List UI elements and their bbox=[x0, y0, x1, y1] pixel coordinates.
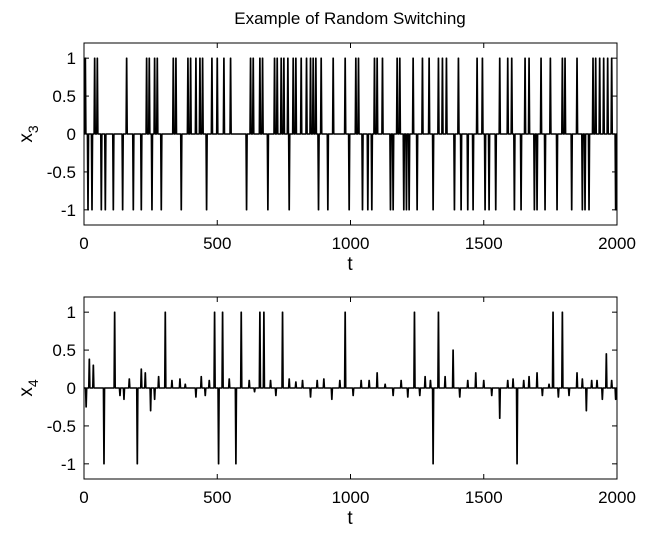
x-tick-label: 0 bbox=[79, 488, 88, 507]
y-axis-ticks-top: -1 -0.5 0 0.5 1 bbox=[47, 49, 617, 220]
y-axis-label-bottom-sub: 4 bbox=[25, 379, 41, 387]
y-tick-label: -0.5 bbox=[47, 163, 76, 182]
x-tick-label: 1000 bbox=[332, 488, 370, 507]
panel-bottom: 0 500 1000 1500 2000 -1 -0.5 0 0.5 1 t x4 bbox=[16, 296, 636, 529]
y-tick-label: 0.5 bbox=[52, 87, 76, 106]
x-tick-label: 500 bbox=[203, 234, 231, 253]
panel-top: 0 500 1000 1500 2000 -1 -0.5 0 0.5 1 t x3 bbox=[16, 42, 636, 275]
y-axis-label-top: x3 bbox=[16, 125, 41, 143]
x-axis-ticks-top: 0 500 1000 1500 2000 bbox=[79, 43, 636, 253]
x-axis-label-bottom: t bbox=[347, 508, 353, 529]
y-tick-label: 1 bbox=[67, 49, 76, 68]
y-tick-label: 0.5 bbox=[52, 341, 76, 360]
x-tick-label: 500 bbox=[203, 488, 231, 507]
x-axis-ticks-bottom: 0 500 1000 1500 2000 bbox=[79, 297, 636, 507]
y-axis-ticks-bottom: -1 -0.5 0 0.5 1 bbox=[47, 303, 617, 474]
x-tick-label: 1000 bbox=[332, 234, 370, 253]
y-axis-label-bottom: x4 bbox=[16, 379, 41, 397]
x-tick-label: 2000 bbox=[598, 234, 636, 253]
chart-title: Example of Random Switching bbox=[234, 9, 466, 28]
y-tick-label: -1 bbox=[61, 201, 76, 220]
x-tick-label: 0 bbox=[79, 234, 88, 253]
x-tick-label: 1500 bbox=[465, 234, 503, 253]
series-line-bottom bbox=[84, 311, 617, 465]
y-axis-label-top-main: x bbox=[16, 133, 37, 143]
y-axis-label-top-sub: 3 bbox=[25, 125, 41, 133]
x-tick-label: 2000 bbox=[598, 488, 636, 507]
y-tick-label: -0.5 bbox=[47, 417, 76, 436]
x-tick-label: 1500 bbox=[465, 488, 503, 507]
series-path-top bbox=[84, 57, 617, 211]
y-axis-label-bottom-main: x bbox=[16, 387, 37, 397]
series-path-bottom bbox=[84, 311, 617, 465]
y-tick-label: 0 bbox=[67, 379, 76, 398]
x-axis-label-top: t bbox=[347, 254, 353, 275]
series-line-top bbox=[84, 57, 617, 211]
y-tick-label: -1 bbox=[61, 455, 76, 474]
y-tick-label: 0 bbox=[67, 125, 76, 144]
y-tick-label: 1 bbox=[67, 303, 76, 322]
